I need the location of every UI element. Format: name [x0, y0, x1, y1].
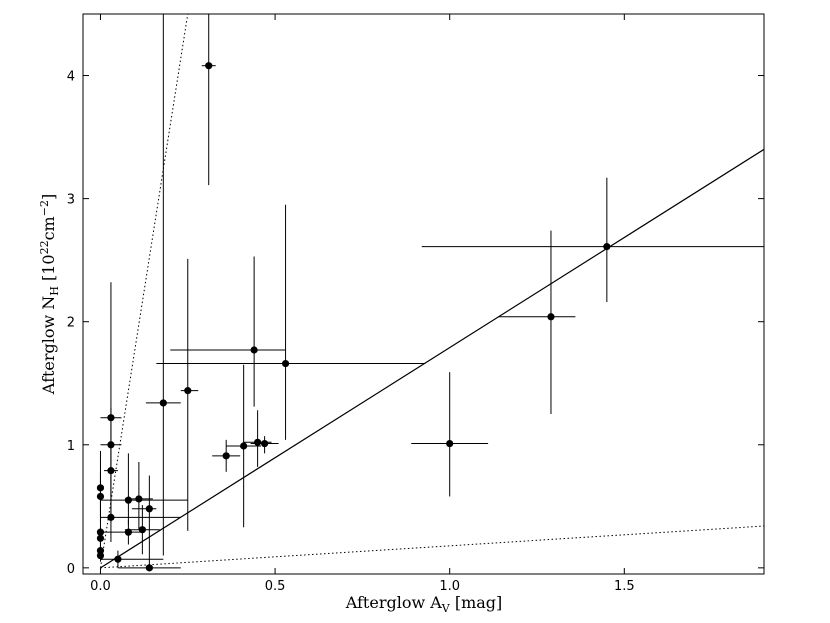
y-tick-label-2: 2 — [67, 316, 75, 331]
data-point-9 — [261, 439, 269, 448]
x-tick-label-0: 0.0 — [90, 579, 111, 594]
data-point-24 — [96, 534, 105, 542]
data-point-23 — [96, 528, 105, 536]
data-point-5 — [184, 387, 192, 395]
data-point-3 — [281, 359, 290, 368]
data-point-25 — [96, 547, 105, 555]
data-point-11 — [240, 442, 248, 450]
axis-ticks: 0.0 0.5 1.0 1.5 0 1 2 3 4 — [67, 14, 764, 594]
data-point-19 — [135, 495, 143, 503]
data-points — [96, 62, 611, 572]
data-point-13 — [107, 414, 115, 422]
y-axis-title-unit-open: [10 — [39, 254, 58, 286]
solid-line-0 — [100, 148, 765, 569]
data-point-8 — [446, 439, 454, 448]
dotted-line-2 — [99, 13, 189, 568]
y-axis-title-unit-cm: cm — [39, 216, 58, 240]
data-point-1 — [603, 243, 611, 251]
data-point-28 — [145, 564, 153, 572]
data-point-20 — [107, 513, 115, 521]
y-tick-label-1: 1 — [67, 439, 75, 454]
data-point-6 — [159, 399, 167, 407]
y-axis-title-subscript: H — [48, 286, 61, 296]
reference-lines — [99, 13, 765, 569]
x-tick-label-1: 0.5 — [265, 579, 286, 594]
data-point-27 — [114, 555, 122, 563]
x-tick-label-3: 1.5 — [614, 579, 635, 594]
data-point-4 — [250, 346, 258, 354]
x-axis-title: Afterglow AV [mag] — [345, 593, 503, 615]
y-tick-label-3: 3 — [67, 193, 75, 208]
data-point-16 — [96, 484, 105, 492]
plot-frame — [82, 13, 765, 575]
data-point-15 — [107, 467, 115, 475]
y-axis-title-exponent-1: 22 — [38, 240, 51, 254]
error-bars — [99, 14, 764, 569]
data-point-26 — [96, 551, 105, 560]
x-axis-title-subscript: V — [441, 602, 451, 615]
x-axis-title-main: Afterglow A — [345, 593, 443, 612]
y-axis-title-unit-close: ] — [39, 194, 58, 200]
y-axis-title: Afterglow NH [1022cm−2] — [38, 194, 61, 395]
y-tick-label-4: 4 — [67, 70, 75, 85]
data-point-22 — [138, 526, 146, 534]
data-point-12 — [222, 452, 230, 460]
x-axis-title-unit: [mag] — [450, 593, 503, 612]
x-tick-label-2: 1.0 — [439, 579, 460, 594]
y-axis-title-main: Afterglow N — [39, 296, 58, 396]
data-point-0 — [205, 62, 213, 70]
data-point-10 — [254, 438, 262, 446]
data-point-7 — [145, 505, 153, 513]
y-axis-title-exponent-2: −2 — [38, 200, 51, 216]
data-point-21 — [124, 528, 132, 536]
data-point-17 — [96, 492, 105, 501]
data-point-2 — [547, 313, 555, 321]
data-point-14 — [107, 441, 115, 449]
y-tick-label-0: 0 — [67, 562, 75, 577]
dotted-line-1 — [100, 525, 765, 569]
data-point-18 — [124, 496, 132, 504]
